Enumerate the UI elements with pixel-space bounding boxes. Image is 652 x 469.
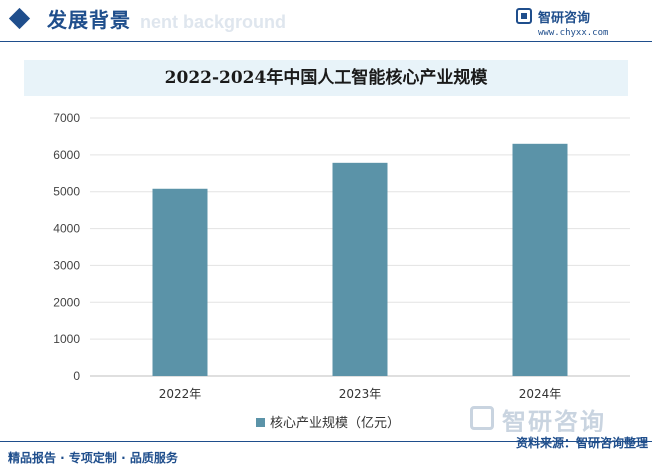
bar — [152, 188, 208, 376]
footer-slogan: 精品报告 · 专项定制 · 品质服务 — [8, 451, 178, 465]
chyxx-logo-icon — [516, 8, 532, 24]
footer-source: 资料来源：智研咨询整理 — [515, 436, 648, 450]
y-tick-label: 3000 — [53, 258, 80, 272]
section-title: 发展背景 — [47, 8, 131, 32]
y-tick-label: 0 — [73, 369, 80, 383]
legend-swatch — [256, 418, 265, 427]
legend-label: 核心产业规模（亿元） — [270, 416, 401, 431]
x-tick-label: 2024年 — [519, 387, 562, 400]
watermark-logo-icon — [470, 406, 494, 430]
brand-url[interactable]: www.chyxx.com — [538, 28, 609, 38]
footer-divider — [0, 441, 652, 442]
x-tick-label: 2023年 — [339, 387, 382, 400]
header-divider — [0, 41, 652, 42]
diamond-icon — [8, 7, 31, 30]
chart-title: 2022-2024年中国人工智能核心产业规模 — [164, 68, 488, 88]
brand-name: 智研咨询 — [538, 11, 591, 26]
y-tick-label: 5000 — [53, 185, 80, 199]
bar — [512, 143, 568, 376]
bar-chart: 0 1000 2000 3000 4000 5000 6000 7000 2022年 2023年 2… — [53, 111, 630, 400]
x-tick-label: 2022年 — [159, 387, 202, 400]
ghost-subtitle: nent background — [140, 12, 287, 32]
header: nent background 发展背景 智研咨询 www.chyxx.com — [0, 0, 652, 44]
y-tick-label: 4000 — [53, 222, 80, 236]
y-tick-label: 2000 — [53, 295, 80, 309]
watermark-text: 智研咨询 — [502, 408, 606, 436]
chart-title-bar: 2022-2024年中国人工智能核心产业规模 — [24, 60, 628, 96]
brand[interactable]: 智研咨询 www.chyxx.com — [516, 6, 636, 40]
y-tick-label: 1000 — [53, 332, 80, 346]
bar — [332, 162, 388, 376]
y-tick-label: 6000 — [53, 148, 80, 162]
watermark: 智研咨询 — [470, 402, 650, 436]
y-tick-label: 7000 — [53, 111, 80, 125]
